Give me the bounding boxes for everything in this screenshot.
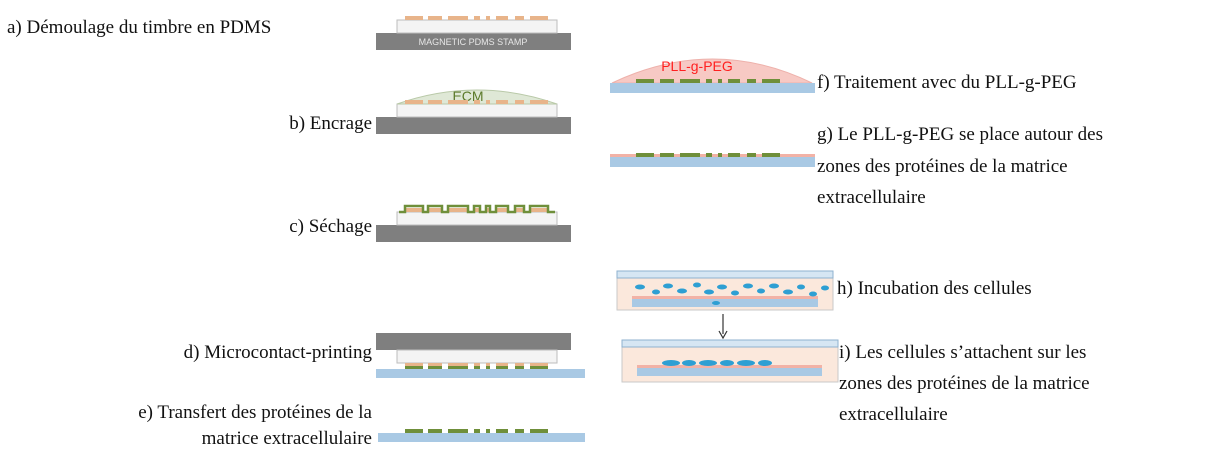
stamp-relief [405, 16, 548, 20]
step-f-label: f) Traitement avec du PLL-g-PEG [817, 71, 1077, 94]
step-e-label-line1: e) Transfert des protéines de la [138, 401, 372, 424]
stamp-base [376, 117, 571, 134]
step-g-label-line1: g) Le PLL-g-PEG se place autour des [817, 123, 1103, 146]
glass-substrate [637, 368, 822, 376]
glass-substrate [376, 369, 585, 378]
stamp-base [376, 333, 571, 350]
stamp-body [397, 212, 557, 225]
step-e-label-line2: matrice extracellulaire [202, 427, 372, 450]
step-a-label: a) Démoulage du timbre en PDMS [7, 16, 271, 39]
ecm-contact [405, 366, 548, 369]
glass-substrate [610, 157, 815, 167]
step-b-label: b) Encrage [289, 112, 372, 135]
step-g-label-line3: extracellulaire [817, 186, 926, 209]
step-g-label-line2: zones des protéines de la matrice [817, 155, 1068, 178]
pllpeg-layer [632, 296, 818, 299]
step-g-pattern [610, 153, 815, 167]
step-d-label: d) Microcontact-printing [184, 341, 372, 364]
culture-lid [622, 340, 838, 347]
stamp-base [376, 225, 571, 242]
glass-substrate [610, 83, 815, 93]
step-i-label-line1: i) Les cellules s’attachent sur les [839, 341, 1086, 364]
down-arrow [719, 314, 727, 338]
glass-substrate [632, 299, 818, 307]
step-b-inking: ECM [376, 88, 571, 134]
step-h-incubation [617, 271, 833, 310]
step-i-attachment [622, 340, 838, 382]
stamp-body [397, 104, 557, 117]
step-f-pllpeg: PLL-g-PEG [610, 58, 815, 93]
step-c-drying [376, 206, 571, 242]
glass-substrate [378, 433, 585, 442]
step-h-label: h) Incubation des cellules [837, 277, 1032, 300]
step-a-stamp: MAGNETIC PDMS STAMP [376, 16, 571, 50]
step-d-printing [376, 333, 585, 378]
step-e-transfer [378, 429, 585, 442]
pllpeg-label: PLL-g-PEG [661, 58, 733, 74]
culture-lid [617, 271, 833, 278]
step-c-label: c) Séchage [289, 215, 372, 238]
step-i-label-line3: extracellulaire [839, 403, 948, 426]
stamp-label: MAGNETIC PDMS STAMP [419, 37, 528, 47]
step-i-label-line2: zones des protéines de la matrice [839, 372, 1090, 395]
stamp-body [397, 20, 557, 33]
ecm-pattern [405, 429, 548, 433]
stamp-body [397, 350, 557, 363]
